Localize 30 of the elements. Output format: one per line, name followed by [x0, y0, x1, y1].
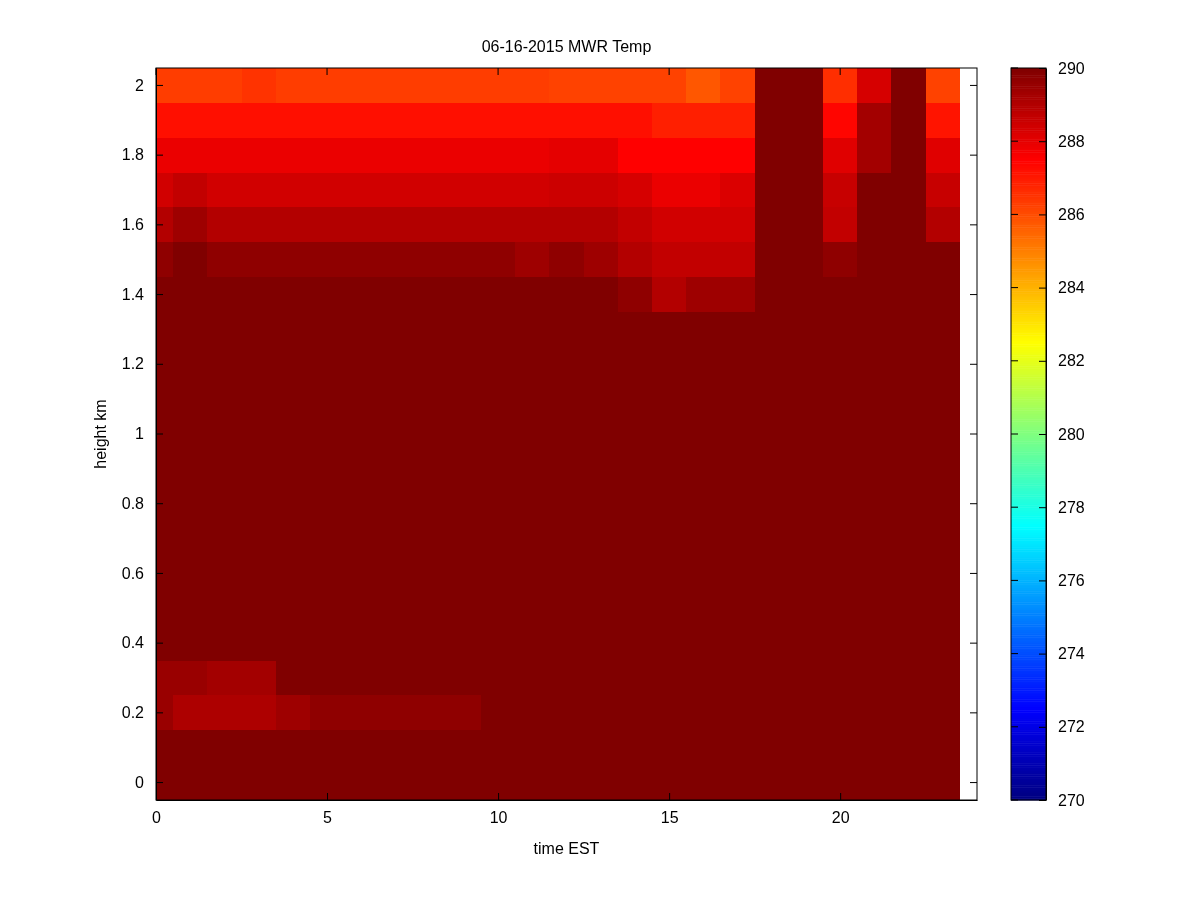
chart-title: 06-16-2015 MWR Temp — [481, 38, 652, 55]
x-tick-label: 10 — [489, 809, 508, 827]
x-tick-label: 15 — [660, 809, 679, 827]
y-tick-label: 1 — [135, 425, 145, 443]
color-bar-label: 288 — [1058, 132, 1085, 150]
y-tick-label: 0.2 — [121, 703, 145, 721]
y-axis-title: height km — [92, 399, 109, 469]
y-tick-label: 2 — [135, 76, 145, 94]
color-bar-label: 278 — [1058, 498, 1085, 516]
y-tick-label: 0.8 — [121, 494, 145, 512]
color-bar-label: 272 — [1058, 718, 1085, 736]
y-tick-label: 1.8 — [121, 146, 145, 164]
color-bar-label: 290 — [1058, 59, 1085, 77]
color-bar-label: 270 — [1058, 791, 1085, 809]
color-bar-label: 274 — [1058, 645, 1085, 663]
x-tick-label: 20 — [831, 809, 850, 827]
color-bar-label: 286 — [1058, 206, 1085, 224]
y-tick-label: 1.6 — [121, 215, 145, 233]
color-bar-label: 282 — [1058, 352, 1085, 370]
color-bar-label: 284 — [1058, 279, 1085, 297]
x-tick-label: 5 — [323, 809, 333, 827]
x-tick-label: 0 — [152, 809, 162, 827]
y-tick-label: 1.2 — [121, 355, 145, 373]
y-tick-label: 0.6 — [121, 564, 145, 582]
y-tick-label: 0 — [135, 773, 145, 791]
color-bar-label: 280 — [1058, 425, 1085, 443]
y-tick-label: 1.4 — [121, 285, 145, 303]
y-tick-label: 0.4 — [121, 634, 145, 652]
x-axis-title: time EST — [533, 840, 600, 857]
color-bar-label: 276 — [1058, 572, 1085, 590]
